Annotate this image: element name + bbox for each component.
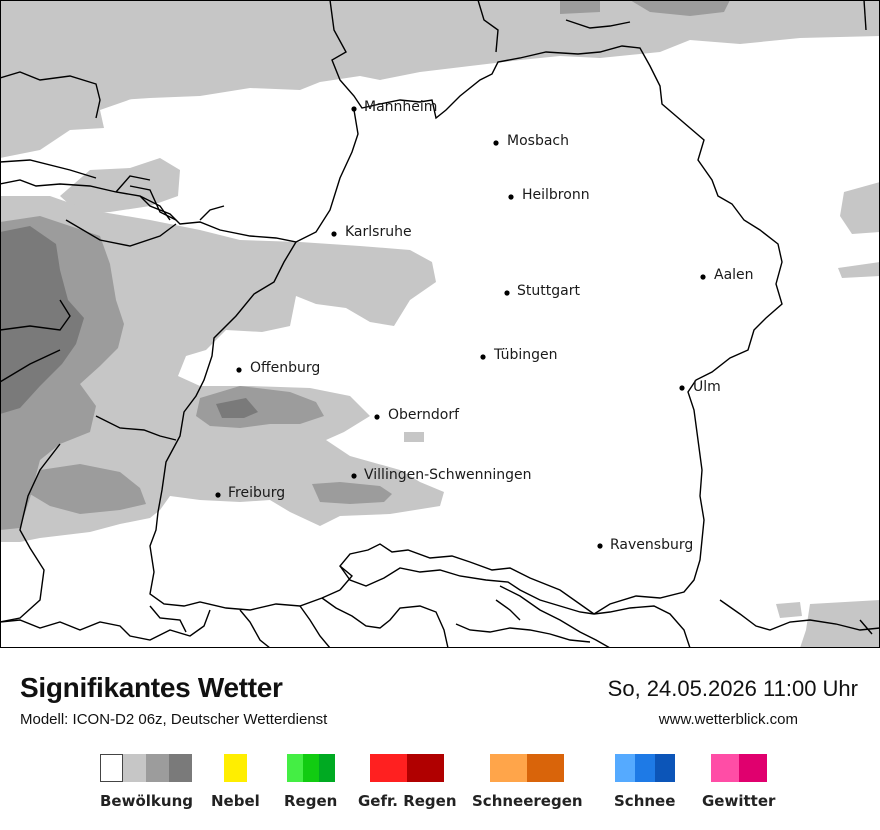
legend-swatch <box>738 754 767 782</box>
legend-swatch <box>407 754 445 782</box>
svg-text:Ravensburg: Ravensburg <box>610 537 693 553</box>
city-tuebingen: Tübingen <box>480 347 558 363</box>
legend-swatch <box>634 754 655 782</box>
svg-text:Oberndorf: Oberndorf <box>388 407 460 423</box>
city-oberndorf: Oberndorf <box>374 407 460 423</box>
legend-label: Gefr. Regen <box>358 792 457 810</box>
legend-swatch <box>302 754 319 782</box>
legend-schnee: Schnee <box>614 754 675 810</box>
legend-bewoelkung: Bewölkung <box>100 754 193 810</box>
legend-swatches <box>614 754 675 782</box>
svg-text:Heilbronn: Heilbronn <box>522 187 590 203</box>
model-source: Modell: ICON-D2 06z, Deutscher Wetterdie… <box>20 711 328 728</box>
legend-swatches <box>286 754 335 782</box>
legend-label: Schnee <box>614 792 676 810</box>
city-freiburg: Freiburg <box>215 485 285 501</box>
city-offenburg: Offenburg <box>236 360 320 376</box>
city-stuttgart: Stuttgart <box>504 283 580 299</box>
border-lines <box>0 0 880 648</box>
legend-swatches <box>100 754 193 782</box>
legend-swatches <box>710 754 767 782</box>
legend-swatch <box>614 754 635 782</box>
svg-text:Villingen-Schwenningen: Villingen-Schwenningen <box>364 467 532 483</box>
city-mosbach: Mosbach <box>493 133 569 149</box>
legend-swatch <box>710 754 739 782</box>
city-ravensburg: Ravensburg <box>597 537 693 553</box>
legend: Bewölkung Nebel Regen Gefr. Regen <box>0 754 880 824</box>
legend-label: Nebel <box>211 792 260 810</box>
legend-gewitter: Gewitter <box>702 754 775 810</box>
city-mannheim: Mannheim <box>351 99 437 115</box>
legend-swatch <box>100 754 124 782</box>
legend-swatch <box>527 754 565 782</box>
svg-text:Karlsruhe: Karlsruhe <box>345 224 412 240</box>
forecast-datetime: So, 24.05.2026 11:00 Uhr <box>607 676 858 701</box>
city-aalen: Aalen <box>700 267 754 283</box>
legend-swatch <box>169 754 193 782</box>
svg-text:Mannheim: Mannheim <box>364 99 437 115</box>
legend-swatch <box>146 754 170 782</box>
svg-text:Stuttgart: Stuttgart <box>517 283 580 299</box>
city-villingen-schwenningen: Villingen-Schwenningen <box>351 467 532 483</box>
city-karlsruhe: Karlsruhe <box>331 224 412 240</box>
city-heilbronn: Heilbronn <box>508 187 590 203</box>
legend-swatch <box>123 754 147 782</box>
legend-label: Bewölkung <box>100 792 193 810</box>
svg-text:Freiburg: Freiburg <box>228 485 285 501</box>
legend-swatch <box>286 754 303 782</box>
legend-swatch <box>318 754 335 782</box>
legend-label: Gewitter <box>702 792 776 810</box>
legend-regen: Regen <box>284 754 337 810</box>
map-footer: Signifikantes Wetter Modell: ICON-D2 06z… <box>0 648 880 830</box>
legend-swatches <box>223 754 247 782</box>
svg-text:Offenburg: Offenburg <box>250 360 320 376</box>
legend-swatches <box>370 754 445 782</box>
svg-text:Mosbach: Mosbach <box>507 133 569 149</box>
svg-text:Tübingen: Tübingen <box>493 347 558 363</box>
website-link[interactable]: www.wetterblick.com <box>658 711 798 728</box>
legend-nebel: Nebel <box>211 754 260 810</box>
map-title: Signifikantes Wetter <box>20 672 283 703</box>
city-ulm: Ulm <box>679 379 721 395</box>
legend-gefr-regen: Gefr. Regen <box>358 754 457 810</box>
legend-schneeregen: Schneeregen <box>472 754 583 810</box>
legend-swatch <box>654 754 675 782</box>
legend-label: Schneeregen <box>472 792 583 810</box>
cloud-layer-light <box>0 0 880 648</box>
svg-text:Ulm: Ulm <box>693 379 721 395</box>
legend-swatch <box>223 754 247 782</box>
cloud-layer-dark <box>0 226 258 418</box>
legend-swatch <box>490 754 528 782</box>
cloud-layer-medium <box>0 0 730 530</box>
svg-text:Aalen: Aalen <box>714 267 754 283</box>
legend-label: Regen <box>284 792 338 810</box>
weather-map: Mannheim Mosbach Heilbronn Karlsruhe Aal… <box>0 0 880 648</box>
city-markers: Mannheim Mosbach Heilbronn Karlsruhe Aal… <box>215 99 754 553</box>
legend-swatches <box>490 754 565 782</box>
legend-swatch <box>370 754 408 782</box>
